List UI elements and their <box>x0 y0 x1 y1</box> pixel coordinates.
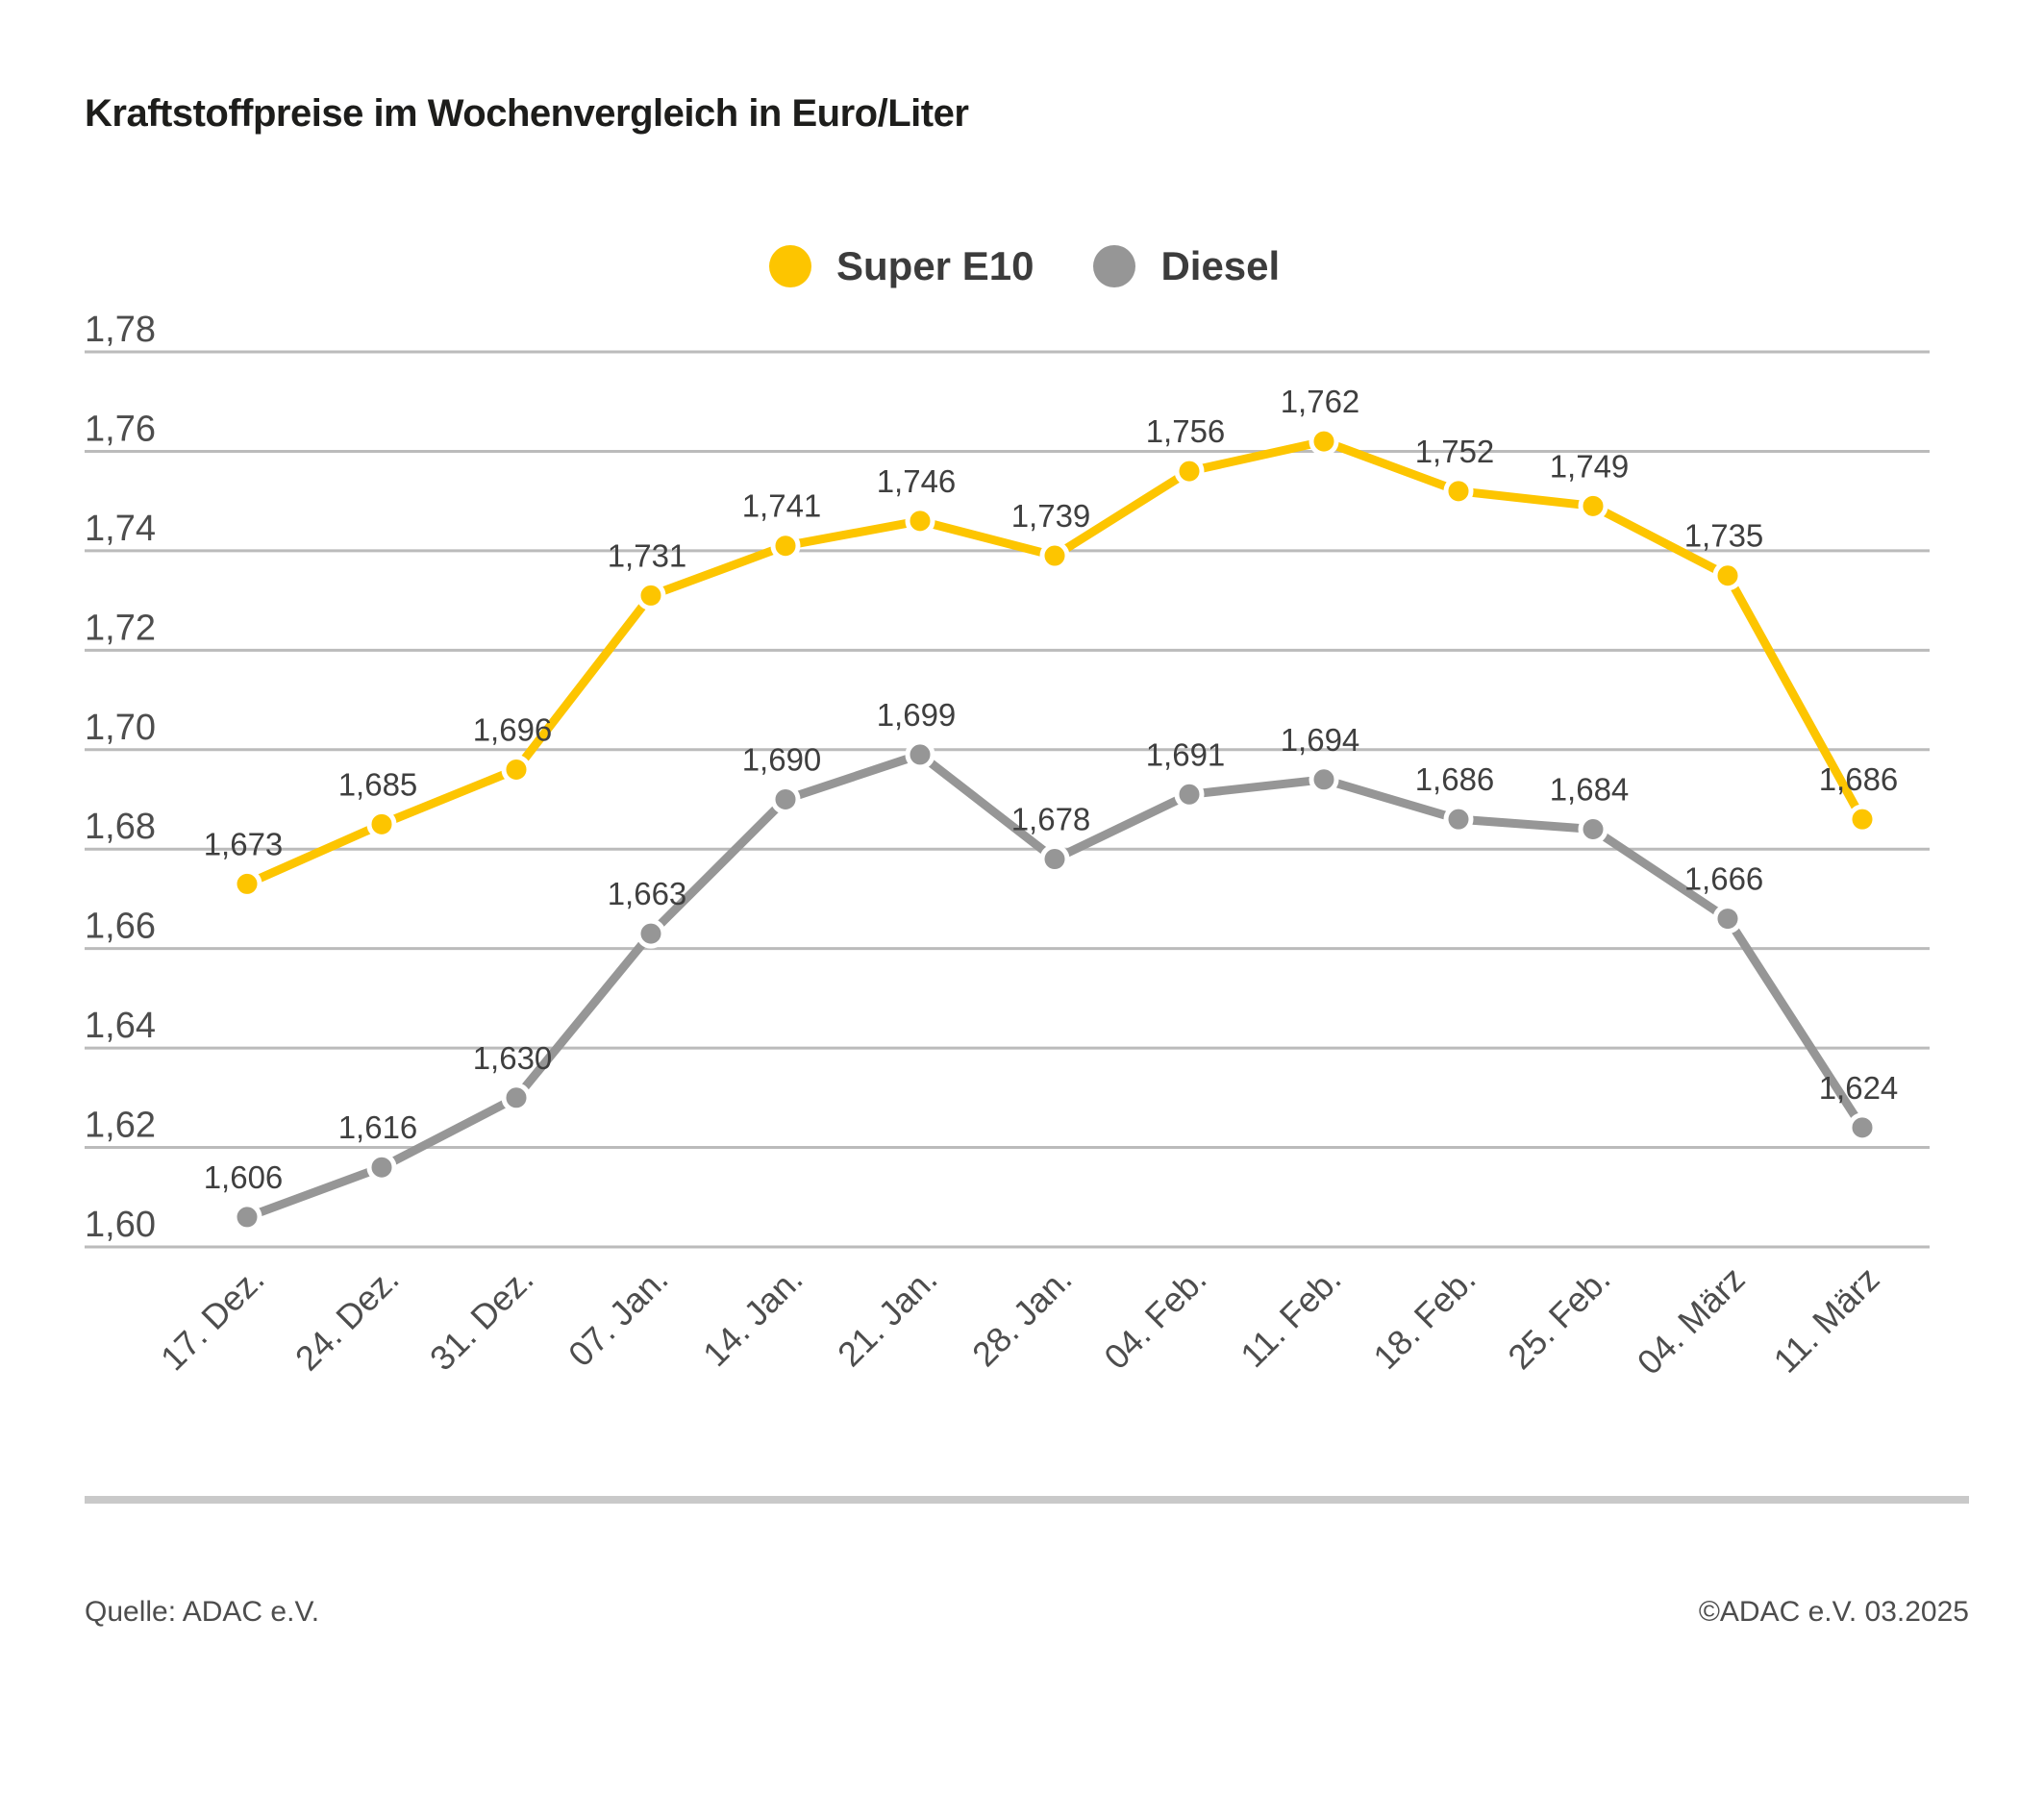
data-point-marker <box>770 784 801 814</box>
data-point-marker <box>1712 904 1743 934</box>
x-axis-tick-label: 17. Dez. <box>153 1259 272 1379</box>
data-point-label: 1,741 <box>742 488 822 524</box>
data-point-label: 1,752 <box>1415 434 1495 469</box>
data-point-label: 1,630 <box>473 1040 553 1076</box>
data-point-marker <box>1578 814 1608 845</box>
data-point-marker <box>1174 456 1205 486</box>
data-point-label: 1,756 <box>1146 413 1226 449</box>
data-point-marker <box>1578 490 1608 521</box>
data-point-marker <box>1039 540 1070 571</box>
data-point-label: 1,616 <box>338 1109 418 1145</box>
data-point-label: 1,690 <box>742 741 822 777</box>
x-axis-tick-label: 14. Jan. <box>695 1259 810 1375</box>
y-axis-tick-label: 1,68 <box>85 807 156 847</box>
legend: Super E10 Diesel <box>769 243 1280 289</box>
chart-title: Kraftstoffpreise im Wochenvergleich in E… <box>85 92 969 135</box>
data-point-marker <box>1443 804 1474 834</box>
y-axis-tick-label: 1,72 <box>85 608 156 648</box>
x-axis-tick-label: 28. Jan. <box>964 1259 1080 1375</box>
copyright-note: ©ADAC e.V. 03.2025 <box>1698 1596 1969 1628</box>
x-axis-tick-label: 25. Feb. <box>1500 1259 1617 1377</box>
data-point-marker <box>1174 779 1205 809</box>
x-axis-tick-label: 21. Jan. <box>830 1259 945 1375</box>
data-point-label: 1,694 <box>1281 722 1360 758</box>
data-point-marker <box>232 868 262 899</box>
legend-item-diesel: Diesel <box>1093 243 1280 289</box>
data-point-label: 1,691 <box>1146 736 1226 772</box>
y-axis-tick-label: 1,62 <box>85 1106 156 1146</box>
data-point-marker <box>1309 764 1339 795</box>
y-axis-tick-label: 1,64 <box>85 1006 156 1046</box>
source-note: Quelle: ADAC e.V. <box>85 1596 320 1628</box>
x-axis-tick-label: 31. Dez. <box>422 1259 541 1379</box>
legend-label-diesel: Diesel <box>1160 243 1281 288</box>
data-point-marker <box>905 506 935 536</box>
y-axis-tick-label: 1,60 <box>85 1205 156 1245</box>
data-point-marker <box>501 754 532 784</box>
data-point-marker <box>1847 1112 1878 1143</box>
data-point-label: 1,663 <box>608 876 687 911</box>
data-point-label: 1,684 <box>1550 772 1630 808</box>
y-axis-tick-label: 1,76 <box>85 409 156 449</box>
data-point-marker <box>1039 844 1070 875</box>
data-point-label: 1,678 <box>1011 802 1091 837</box>
data-point-marker <box>636 918 666 949</box>
footer-divider <box>85 1496 1969 1504</box>
data-point-marker <box>1712 560 1743 591</box>
data-point-label: 1,731 <box>608 537 687 573</box>
data-point-label: 1,606 <box>204 1159 284 1195</box>
data-point-label: 1,699 <box>877 697 957 733</box>
data-point-marker <box>232 1202 262 1233</box>
data-point-label: 1,696 <box>473 711 553 747</box>
y-axis-tick-label: 1,78 <box>85 310 156 350</box>
data-point-marker <box>770 531 801 561</box>
data-point-label: 1,735 <box>1684 518 1764 554</box>
x-axis-tick-label: 11. Feb. <box>1233 1259 1349 1376</box>
data-point-marker <box>905 739 935 770</box>
x-axis-tick-label: 24. Dez. <box>287 1259 407 1379</box>
x-axis-tick-label: 04. Feb. <box>1096 1259 1213 1377</box>
line-chart: 1,78 1,76 1,74 1,72 1,70 1,68 1,66 1,64 1,62 1,60… <box>85 310 1930 1382</box>
x-axis-tick-label: 04. März <box>1630 1259 1753 1382</box>
data-point-marker <box>366 809 397 839</box>
data-point-label: 1,666 <box>1684 861 1764 897</box>
data-point-label: 1,685 <box>338 766 418 802</box>
x-axis-tick-label: 11. März <box>1766 1259 1887 1381</box>
legend-label-super-e10: Super E10 <box>836 243 1034 288</box>
data-point-marker <box>366 1152 397 1183</box>
data-point-label: 1,686 <box>1415 761 1495 797</box>
super-e10-swatch-icon <box>769 245 811 287</box>
data-point-label: 1,749 <box>1550 448 1630 484</box>
x-axis-tick-label: 18. Feb. <box>1365 1259 1483 1377</box>
data-point-label: 1,624 <box>1819 1070 1899 1106</box>
data-point-label: 1,686 <box>1819 761 1899 797</box>
data-point-marker <box>1847 804 1878 834</box>
data-point-marker <box>501 1083 532 1113</box>
y-axis-tick-label: 1,70 <box>85 708 156 748</box>
y-axis-tick-label: 1,66 <box>85 907 156 947</box>
y-axis-tick-label: 1,74 <box>85 509 156 549</box>
data-point-label: 1,746 <box>877 463 957 499</box>
data-point-marker <box>636 580 666 610</box>
data-point-label: 1,762 <box>1281 384 1360 419</box>
data-point-label: 1,673 <box>204 826 284 861</box>
data-point-label: 1,739 <box>1011 498 1091 534</box>
data-point-marker <box>1309 426 1339 457</box>
data-point-marker <box>1443 476 1474 507</box>
footer: Quelle: ADAC e.V. ©ADAC e.V. 03.2025 <box>85 1596 1969 1629</box>
diesel-swatch-icon <box>1093 245 1136 287</box>
x-axis-tick-label: 07. Jan. <box>561 1259 676 1375</box>
legend-item-super-e10: Super E10 <box>769 243 1034 289</box>
